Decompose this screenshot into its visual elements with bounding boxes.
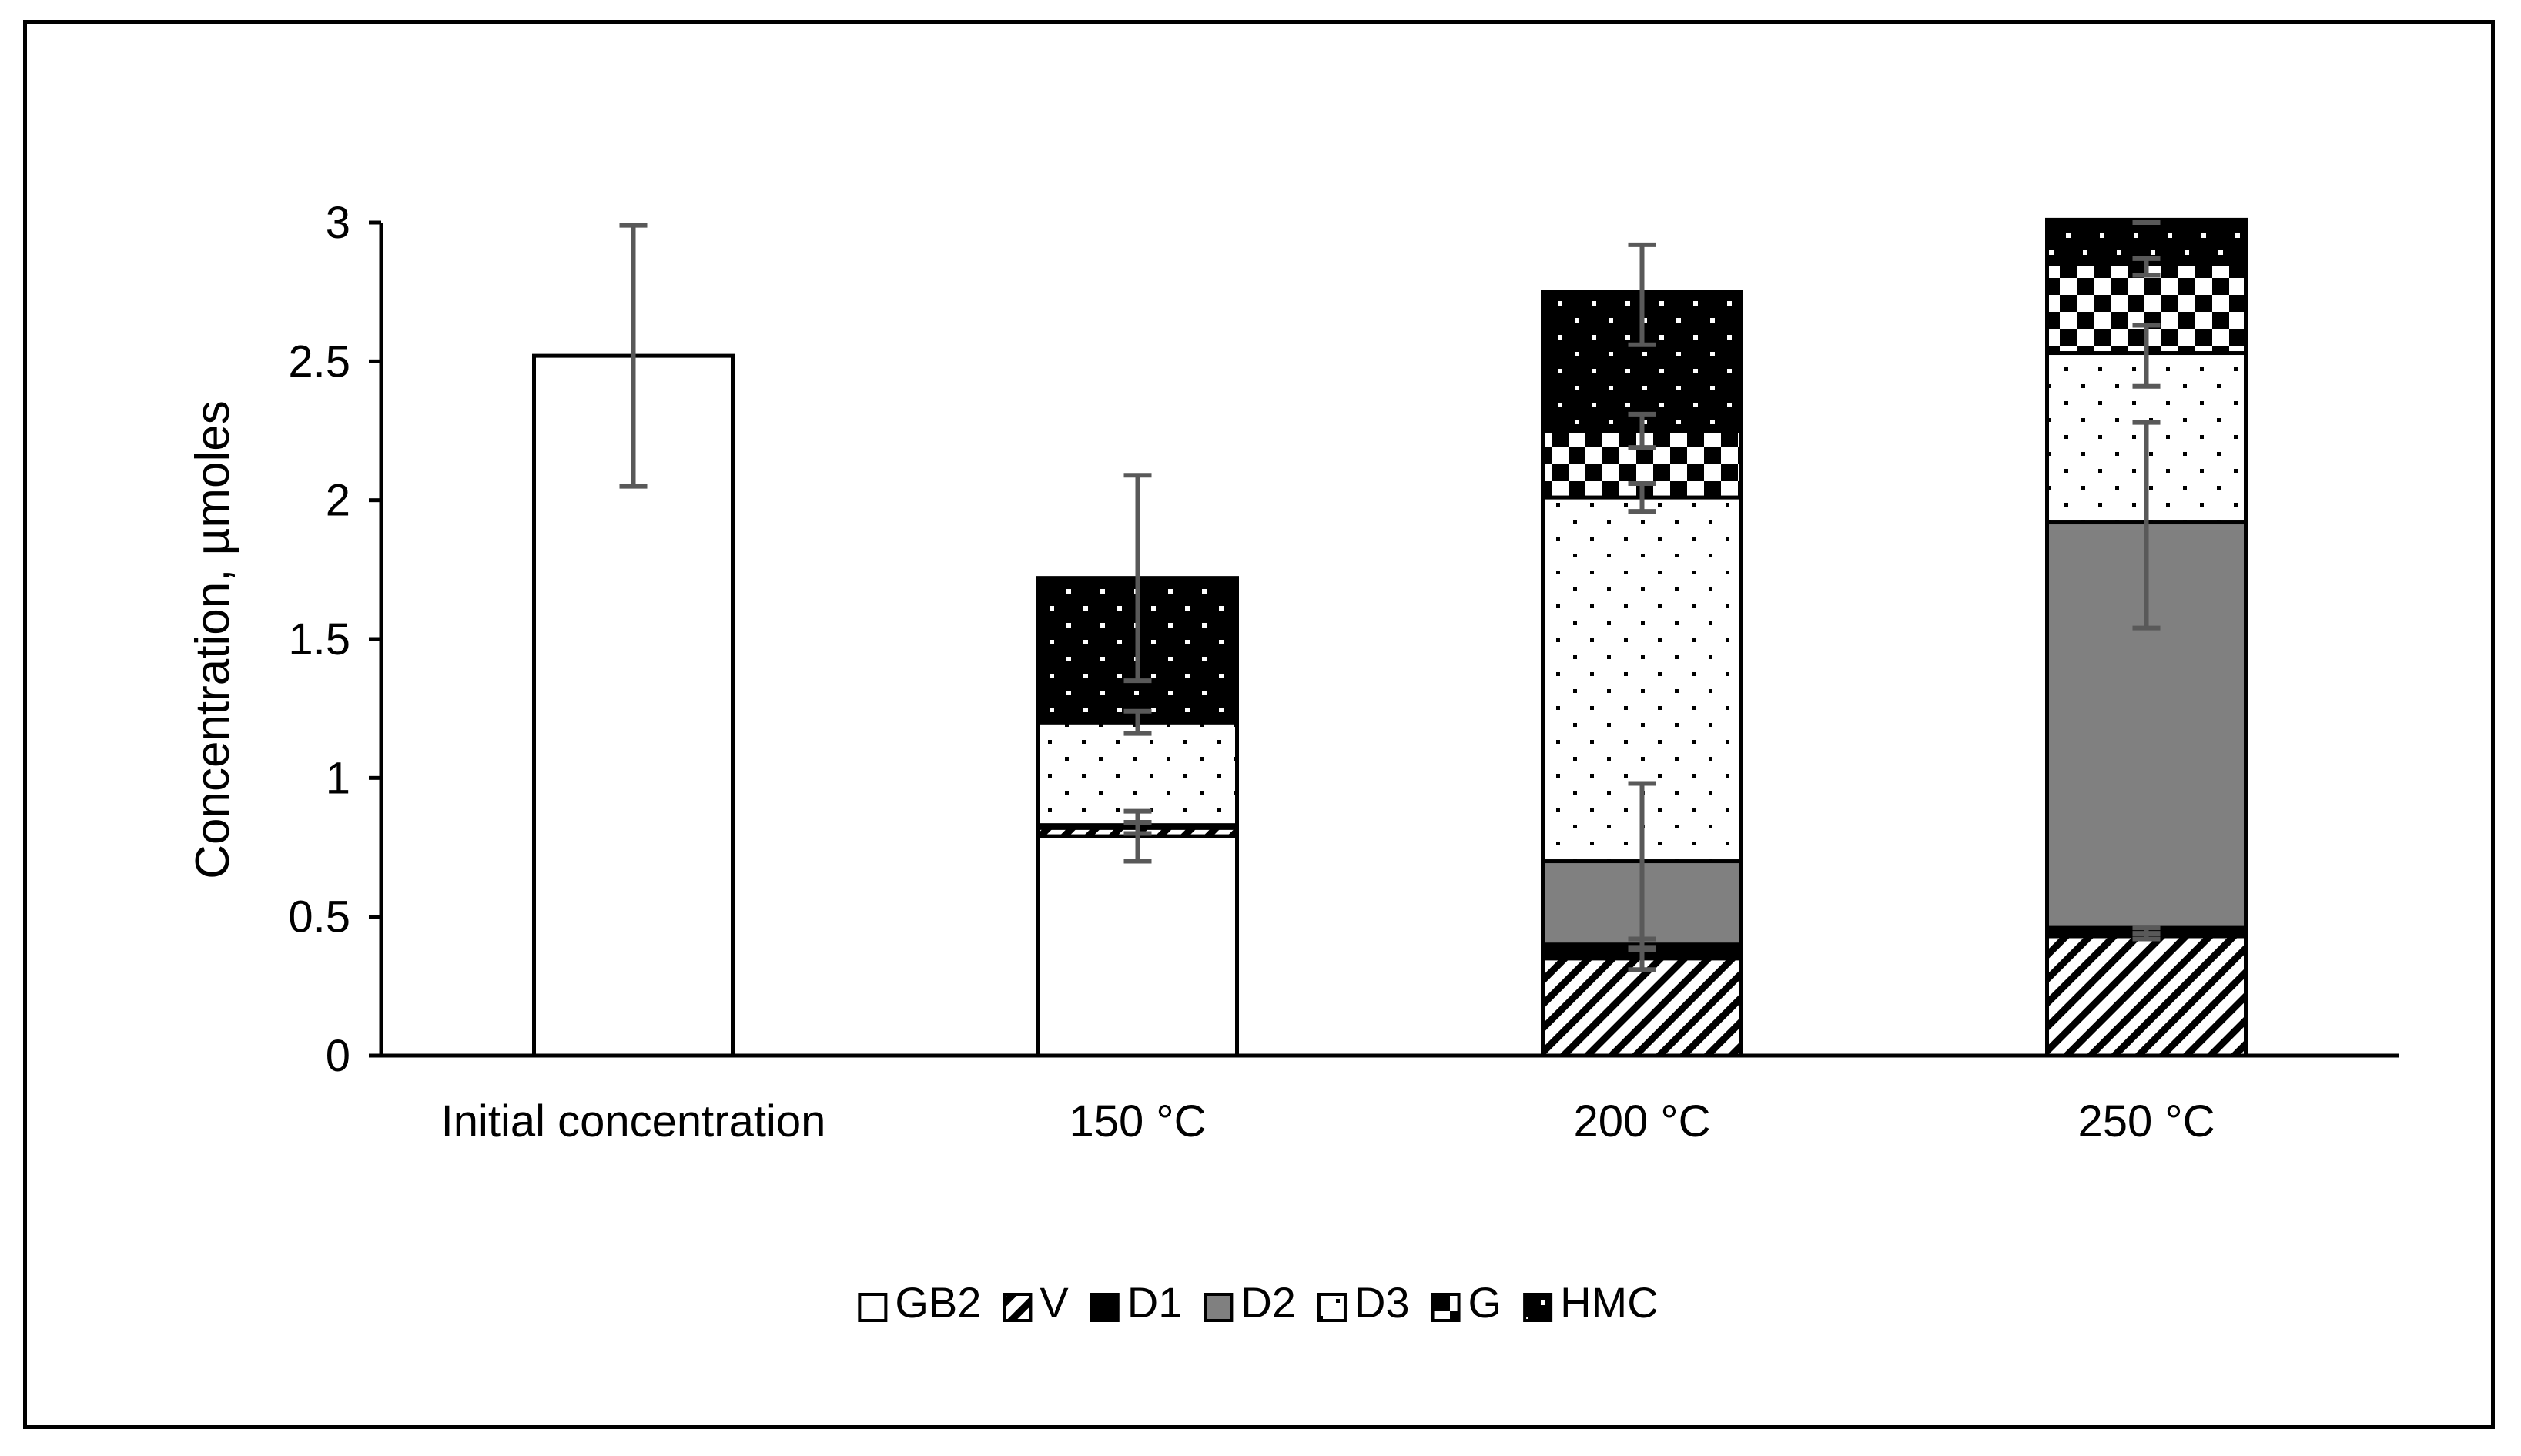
bar-segment-gb2-1 (1036, 834, 1239, 1058)
error-bar-d2-2 (1628, 781, 1656, 942)
error-bar-v-1 (1123, 820, 1152, 836)
error-bar-g-2 (1628, 411, 1656, 450)
x-tick-label: 200 °C (1574, 1096, 1711, 1146)
x-tick-label: 250 °C (2078, 1096, 2215, 1146)
legend-swatch (1431, 1293, 1461, 1322)
legend-label: HMC (1560, 1278, 1659, 1327)
x-tick-label: Initial concentration (441, 1096, 826, 1146)
legend-label: D2 (1240, 1278, 1296, 1327)
legend-swatch (858, 1293, 888, 1322)
y-tick-label: 2 (326, 476, 350, 526)
error-bar-gb2-0 (619, 223, 648, 489)
legend-swatch (1003, 1293, 1033, 1322)
legend-label: G (1468, 1278, 1502, 1327)
legend-item-hmc: HMC (1523, 1278, 1659, 1327)
error-bar-gb2-1 (1123, 808, 1152, 864)
chart-frame: 0 0.5 1 1.5 2 2.5 3 Initial concentration 150 °C… (23, 20, 2495, 1429)
error-bars-layer (619, 220, 2161, 972)
chart: 0 0.5 1 1.5 2 2.5 3 Initial concentration 150 °C… (186, 198, 2399, 1327)
bar-segment-g-3 (2045, 262, 2248, 356)
legend-label: GB2 (895, 1278, 981, 1327)
y-tick-label: 2.5 (288, 336, 350, 387)
bars-layer (532, 217, 2248, 1058)
legend-label: V (1040, 1278, 1069, 1327)
legend-item-gb2: GB2 (858, 1278, 981, 1327)
bar-segment-v-3 (2045, 934, 2248, 1058)
y-tick-label: 1 (326, 753, 350, 803)
error-bar-g-3 (2132, 256, 2161, 278)
y-tick-label: 0 (326, 1031, 350, 1081)
legend-item-g: G (1431, 1278, 1502, 1327)
error-bar-hmc-1 (1123, 473, 1152, 684)
bar-segment-v-2 (1541, 956, 1743, 1058)
error-bar-d2-3 (2132, 420, 2161, 631)
y-tick-label: 3 (326, 198, 350, 248)
y-tick-label: 0.5 (288, 892, 350, 942)
legend-item-d2: D2 (1204, 1278, 1296, 1327)
legend-swatch (1523, 1293, 1553, 1322)
error-bar-d1-3 (2132, 925, 2161, 936)
error-bar-d3-3 (2132, 323, 2161, 389)
legend-label: D1 (1127, 1278, 1183, 1327)
x-tick-label: 150 °C (1070, 1096, 1207, 1146)
legend-item-d1: D1 (1090, 1278, 1183, 1327)
legend-swatch (1204, 1293, 1234, 1322)
error-bar-hmc-2 (1628, 242, 1656, 347)
y-tick-label: 1.5 (288, 614, 350, 664)
bar-segment-d3-1 (1036, 720, 1239, 828)
legend: GB2 V D1 D2 D3 G HMC (858, 1278, 1659, 1327)
legend-label: D3 (1354, 1278, 1410, 1327)
error-bar-d3-1 (1123, 708, 1152, 736)
error-bar-d3-2 (1628, 481, 1656, 514)
y-axis-title: Concentration, µmoles (186, 400, 239, 879)
legend-item-v: V (1003, 1278, 1069, 1327)
legend-item-d3: D3 (1317, 1278, 1410, 1327)
axes-layer: 0 0.5 1 1.5 2 2.5 3 Initial concentration 150 °C… (288, 198, 2399, 1146)
legend-swatch (1317, 1293, 1347, 1322)
legend-swatch (1090, 1293, 1120, 1322)
